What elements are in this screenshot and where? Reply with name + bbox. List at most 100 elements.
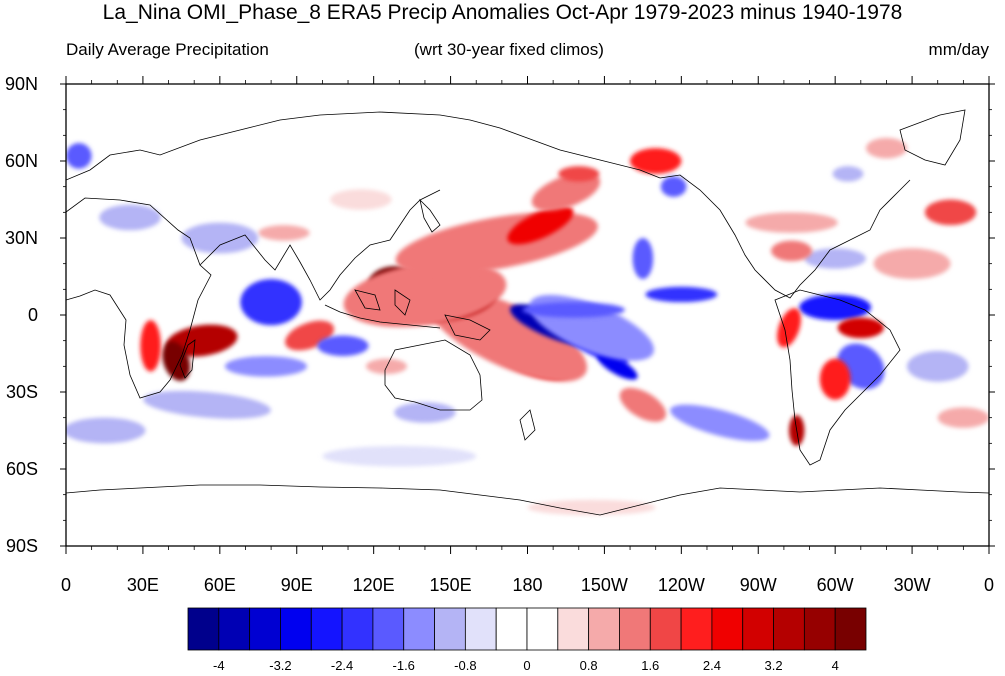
lon-label: 60E xyxy=(204,575,236,595)
anomaly-patch xyxy=(66,417,146,444)
lon-label: 120W xyxy=(658,575,705,595)
lat-label: 60N xyxy=(5,151,38,171)
colorbar-box xyxy=(249,607,281,651)
subtitle-variable: Daily Average Precipitation xyxy=(66,40,269,59)
colorbar-box xyxy=(742,607,774,651)
colorbar-box xyxy=(526,607,559,651)
colorbar-label: -4 xyxy=(213,658,225,673)
colorbar-box xyxy=(834,607,867,651)
colorbar-box xyxy=(403,607,435,651)
anomaly-patch xyxy=(924,199,977,226)
lon-label: 30E xyxy=(127,575,159,595)
colorbar-label: 3.2 xyxy=(765,658,783,673)
anomaly-patch xyxy=(596,353,638,380)
colorbar-box xyxy=(803,607,836,651)
lon-label: 90E xyxy=(281,575,313,595)
anomaly-patch xyxy=(224,356,308,377)
anomaly-patch xyxy=(507,206,574,245)
anomaly-patch xyxy=(258,225,310,241)
longitude-axis: 0 30E 60E 90E 120E 150E 180 150W 120W 90W 60W 30W 0 xyxy=(61,76,994,595)
colorbar-label: 4 xyxy=(832,658,839,673)
anomaly-patch xyxy=(745,212,838,233)
anomaly-patch xyxy=(317,335,369,357)
colorbar-box xyxy=(372,607,405,651)
colorbar-label: 2.4 xyxy=(703,658,721,673)
subtitle-reference: (wrt 30-year fixed climos) xyxy=(414,40,604,59)
colorbar-box xyxy=(680,607,713,651)
anomaly-patch xyxy=(527,499,656,516)
map-title: La_Nina OMI_Phase_8 ERA5 Precip Anomalie… xyxy=(102,1,903,24)
lon-label: 30W xyxy=(894,575,931,595)
anomaly-patch xyxy=(865,137,907,159)
colorbar-label: -0.8 xyxy=(454,658,476,673)
lat-label: 30N xyxy=(5,228,38,248)
colorbar-label: 0.8 xyxy=(580,658,598,673)
lon-label: 0 xyxy=(984,575,994,595)
colorbar-box xyxy=(218,607,251,651)
colorbar-box xyxy=(588,607,620,651)
anomaly-patch xyxy=(832,166,864,182)
anomaly-patch xyxy=(181,222,259,254)
anomaly-fields xyxy=(66,137,989,516)
lon-label: 150E xyxy=(430,575,472,595)
lon-label: 180 xyxy=(512,575,542,595)
colorbar-box xyxy=(649,607,682,651)
lon-label: 60W xyxy=(817,575,854,595)
lat-label: 90N xyxy=(5,74,38,94)
anomaly-patch xyxy=(99,204,161,231)
lat-label: 30S xyxy=(6,382,38,402)
colorbar-box xyxy=(434,607,466,651)
colorbar-box xyxy=(341,607,374,651)
anomaly-patch xyxy=(619,387,666,422)
anomaly-patch xyxy=(804,248,866,269)
colorbar-box xyxy=(711,607,744,651)
anomaly-patch xyxy=(322,445,477,467)
anomaly-patch xyxy=(531,172,601,211)
anomaly-patch xyxy=(140,320,161,372)
anomaly-patch xyxy=(558,166,600,182)
anomaly-patch xyxy=(799,294,872,321)
anomaly-patch xyxy=(645,286,718,303)
colorbar-box xyxy=(280,607,312,651)
subtitle-units: mm/day xyxy=(928,40,989,59)
anomaly-patch xyxy=(240,279,302,326)
anomaly-patch xyxy=(66,143,92,169)
anomaly-patch xyxy=(522,302,625,318)
colorbar-box xyxy=(464,607,497,651)
lon-label: 150W xyxy=(581,575,628,595)
colorbar-box xyxy=(310,607,343,651)
lon-label: 0 xyxy=(61,575,71,595)
anomaly-patch xyxy=(771,240,813,262)
anomaly-patch xyxy=(660,176,687,197)
lon-label: 90W xyxy=(740,575,777,595)
anomaly-patch xyxy=(819,358,851,400)
lat-label: 60S xyxy=(6,459,38,479)
colorbar-box xyxy=(773,607,805,651)
anomaly-patch xyxy=(632,238,654,280)
anomaly-patch xyxy=(394,402,456,423)
colorbar-box xyxy=(495,607,528,651)
anomaly-patch xyxy=(330,189,392,210)
anomaly-patch xyxy=(670,404,770,441)
colorbar-label: -2.4 xyxy=(331,658,353,673)
latitude-axis: 90N 60N 30N 0 30S 60S 90S xyxy=(5,74,995,556)
colorbar-label: -1.6 xyxy=(393,658,415,673)
coastlines xyxy=(66,109,989,516)
anomaly-patch xyxy=(837,317,884,339)
anomaly-patch xyxy=(777,308,801,348)
colorbar-box xyxy=(619,607,651,651)
anomaly-patch xyxy=(143,390,271,419)
colorbar: -4 -3.2 -2.4 -1.6 -0.8 0 0.8 1.6 2.4 3.2 4 xyxy=(187,607,867,673)
colorbar-box xyxy=(187,607,220,651)
anomaly-patch xyxy=(873,248,951,280)
colorbar-label: 0 xyxy=(523,658,530,673)
anomaly-patch xyxy=(343,261,507,328)
lat-label: 0 xyxy=(28,305,38,325)
colorbar-label: -3.2 xyxy=(269,658,291,673)
anomaly-patch xyxy=(630,148,682,174)
anomaly-patch xyxy=(906,350,969,382)
lon-label: 120E xyxy=(353,575,395,595)
lat-label: 90S xyxy=(6,536,38,556)
colorbar-box xyxy=(557,607,590,651)
